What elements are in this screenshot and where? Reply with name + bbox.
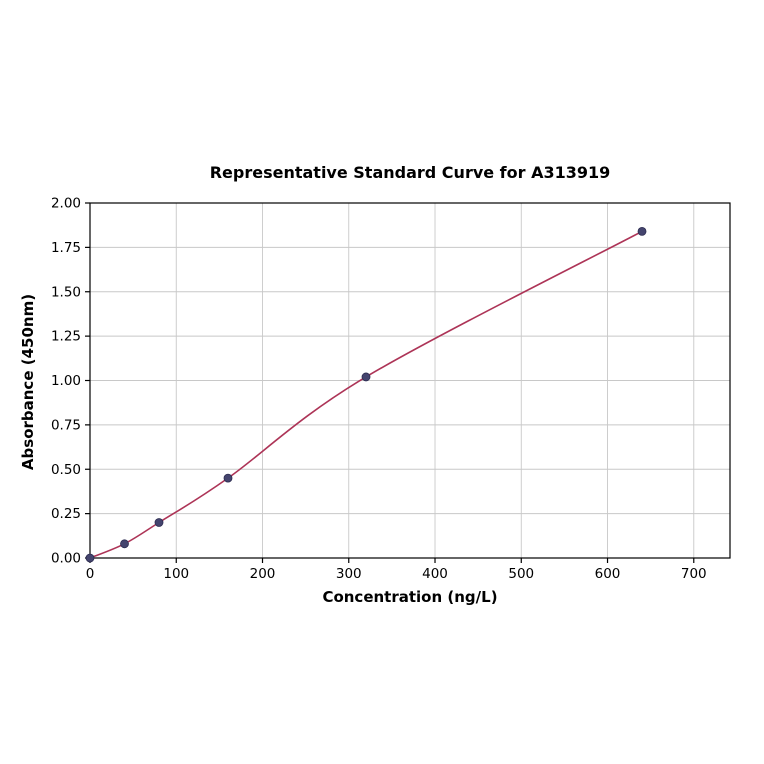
x-tick-label: 500 xyxy=(508,566,534,582)
y-tick-label: 2.00 xyxy=(51,196,81,212)
y-tick-label: 1.75 xyxy=(51,240,81,256)
x-tick-label: 600 xyxy=(595,566,621,582)
y-tick-label: 1.25 xyxy=(51,329,81,345)
y-tick-label: 0.00 xyxy=(51,551,81,567)
x-tick-label: 0 xyxy=(86,566,95,582)
data-points xyxy=(85,226,647,563)
gridlines xyxy=(89,202,730,559)
x-tick-label: 400 xyxy=(422,566,448,582)
data-point xyxy=(361,372,371,382)
data-point xyxy=(637,226,647,236)
x-tick-label: 100 xyxy=(163,566,189,582)
y-tick-label: 1.50 xyxy=(51,284,81,300)
data-point xyxy=(85,553,95,563)
x-tick-label: 700 xyxy=(681,566,707,582)
y-tick-label: 0.75 xyxy=(51,417,81,433)
x-tick-label: 300 xyxy=(336,566,362,582)
y-tick-labels: 0.00 0.25 0.50 0.75 1.00 1.25 1.50 1.75 2.00 xyxy=(51,196,90,567)
y-tick-label: 1.00 xyxy=(51,373,81,389)
chart-title: Representative Standard Curve for A31391… xyxy=(209,163,611,182)
y-tick-label: 0.25 xyxy=(51,506,81,522)
data-point xyxy=(223,473,233,483)
y-tick-label: 0.50 xyxy=(51,462,81,478)
data-point xyxy=(154,518,164,527)
y-axis-label: Absorbance (450nm) xyxy=(19,293,37,471)
x-tick-label: 200 xyxy=(250,566,276,582)
data-point xyxy=(120,539,129,549)
x-axis-label: Concentration (ng/L) xyxy=(322,588,498,606)
x-tick-labels: 0 100 200 300 400 500 600 700 xyxy=(86,558,707,582)
curve-line xyxy=(89,230,643,559)
